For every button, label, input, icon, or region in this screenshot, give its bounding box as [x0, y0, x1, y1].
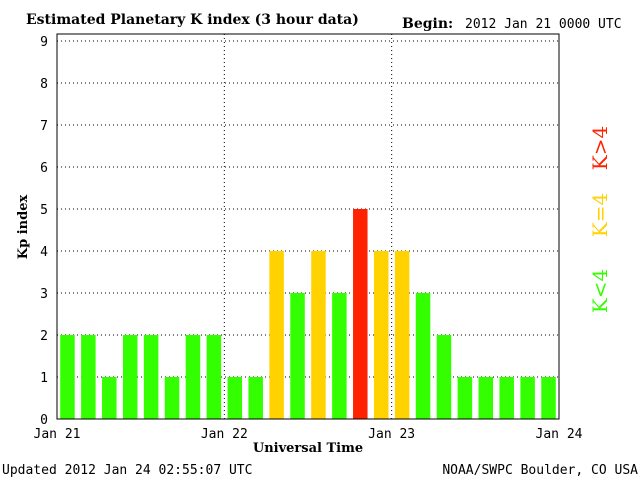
kp-bar [81, 335, 96, 419]
y-tick-label: 8 [40, 77, 48, 92]
y-axis-label: Kp index [16, 195, 31, 260]
kp-bar [415, 293, 431, 419]
chart-title: Estimated Planetary K index (3 hour data… [26, 12, 359, 28]
kp-bar [541, 377, 556, 419]
kp-bar [290, 293, 305, 419]
source-label: NOAA/SWPC Boulder, CO USA [442, 463, 638, 478]
kp-bar [227, 377, 243, 419]
y-tick-label: 2 [40, 329, 48, 344]
y-tick-label: 4 [40, 245, 48, 260]
kp-bar [394, 251, 410, 419]
y-tick-label: 6 [40, 161, 48, 176]
kp-bar [122, 335, 138, 419]
y-tick-label: 0 [40, 413, 48, 428]
bars [60, 209, 556, 419]
kp-bar [164, 377, 180, 419]
y-tick-labels: 0 1 2 3 4 5 6 7 8 9 [40, 35, 48, 428]
kp-bar [102, 377, 117, 419]
legend-mid: K=4 [588, 193, 612, 237]
kp-bar [457, 377, 473, 419]
y-tick-label: 1 [40, 371, 48, 386]
x-tick-labels: Jan 21 Jan 22 Jan 23 Jan 24 [34, 427, 583, 442]
y-tick-label: 3 [40, 287, 48, 302]
y-tick-label: 9 [40, 35, 48, 50]
kp-bar [353, 209, 368, 419]
kp-bar [248, 377, 263, 419]
plot-frame [56, 33, 560, 420]
updated-timestamp: Updated 2012 Jan 24 02:55:07 UTC [2, 463, 252, 478]
kp-bar [269, 251, 284, 419]
kp-bar [478, 377, 494, 419]
kp-bar [185, 335, 201, 419]
kp-bar [373, 251, 389, 419]
legend-high: K>4 [588, 126, 612, 170]
kp-bar [436, 335, 452, 419]
x-tick-label: Jan 21 [34, 427, 81, 442]
y-tick-label: 5 [40, 203, 48, 218]
legend-low: K<4 [588, 269, 612, 313]
x-tick-label: Jan 22 [201, 427, 248, 442]
x-axis-label: Universal Time [253, 441, 363, 456]
begin-label: Begin: [402, 16, 453, 32]
kp-bar [206, 335, 222, 419]
y-tick-label: 7 [40, 119, 48, 134]
x-tick-label: Jan 23 [368, 427, 415, 442]
kp-bar [311, 251, 326, 419]
begin-value: 2012 Jan 21 0000 UTC [465, 17, 622, 32]
grid-lines [57, 34, 559, 419]
x-tick-label: Jan 24 [536, 427, 583, 442]
kp-bar [499, 377, 514, 419]
kp-bar [60, 335, 75, 419]
kp-bar [332, 293, 347, 419]
kp-bar [143, 335, 159, 419]
kp-bar [520, 377, 535, 419]
